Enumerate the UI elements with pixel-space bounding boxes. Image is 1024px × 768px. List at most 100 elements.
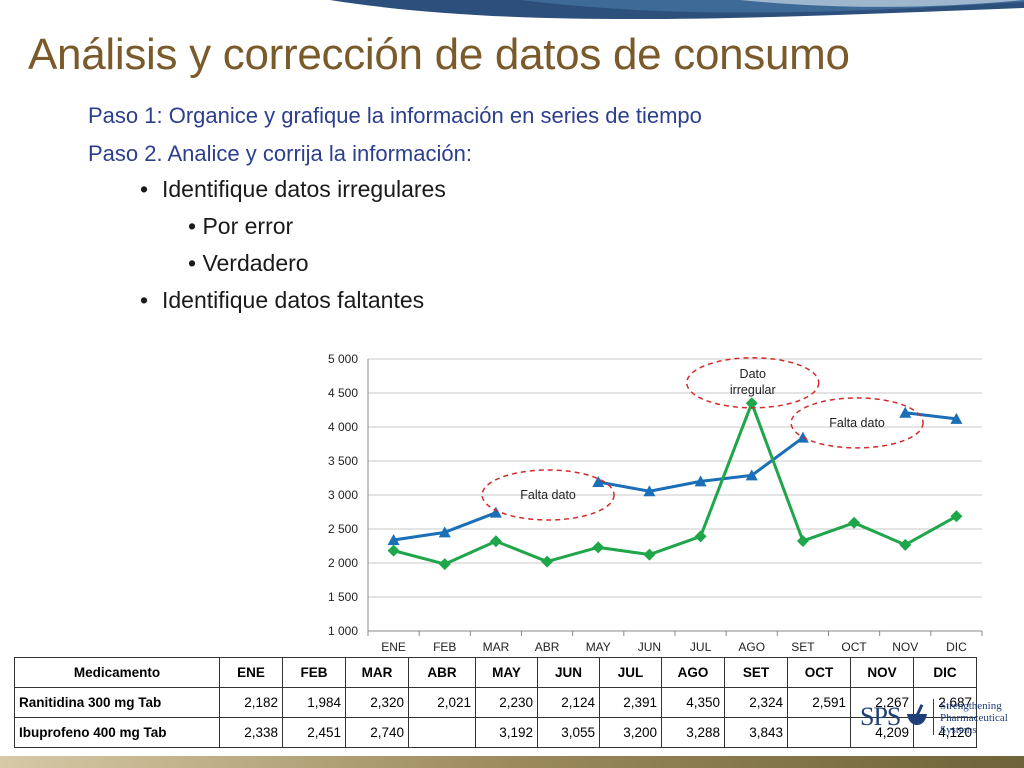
column-header-medicamento: Medicamento — [14, 657, 220, 688]
table-header-row: Medicamento ENE FEB MAR ABR MAY JUN JUL AGO SET OC… — [14, 657, 977, 688]
data-point-diamond — [848, 516, 861, 529]
x-tick-label: JUN — [638, 640, 661, 654]
table-row: Ibuprofeno 400 mg Tab 2,338 2,451 2,740 3,19… — [14, 717, 977, 748]
x-tick-label: AGO — [738, 640, 765, 654]
consumption-data-table: Medicamento ENE FEB MAR ABR MAY JUN JUL AGO SET OC… — [14, 657, 977, 748]
annotation-label: Falta dato — [520, 488, 576, 502]
table-cell: 2,338 — [219, 717, 283, 748]
table-cell: 2,740 — [345, 717, 409, 748]
logo-line-1: Strengthening — [940, 700, 1002, 712]
logo-name: Strengthening Pharmaceutical Systems — [940, 700, 1008, 736]
column-header-month: ABR — [408, 657, 476, 688]
x-tick-label: ABR — [535, 640, 560, 654]
annotation-ellipse — [481, 469, 615, 521]
column-header-month: JUL — [599, 657, 662, 688]
x-tick-label: ENE — [381, 640, 406, 654]
x-tick-label: JUL — [690, 640, 712, 654]
data-point-triangle — [489, 506, 502, 518]
data-point-diamond — [438, 558, 451, 571]
data-point-triangle — [592, 475, 605, 487]
mortar-pestle-icon — [907, 704, 927, 725]
table-cell: 2,391 — [599, 687, 662, 718]
table-cell: 2,324 — [724, 687, 788, 718]
series-line — [905, 411, 957, 421]
annotation-ellipse — [790, 397, 924, 449]
annotation-label: Falta dato — [829, 416, 885, 430]
column-header-month: ENE — [219, 657, 283, 688]
y-tick-label: 5 000 — [328, 352, 358, 366]
table-cell: 4,120 — [913, 717, 977, 748]
column-header-month: JUN — [537, 657, 600, 688]
table-cell: 2,591 — [787, 687, 851, 718]
data-point-triangle — [387, 534, 400, 546]
table-cell — [787, 717, 851, 748]
table-cell: 3,843 — [724, 717, 788, 748]
column-header-month: MAR — [345, 657, 409, 688]
data-point-triangle — [950, 412, 963, 424]
bullet-list: Paso 1: Organice y grafique la informaci… — [0, 0, 1024, 330]
bullet-glyph: • — [140, 287, 149, 313]
y-tick-label: 4 500 — [328, 386, 358, 400]
table-cell: 2,451 — [282, 717, 346, 748]
y-tick-label: 1 000 — [328, 624, 358, 638]
data-point-diamond — [745, 397, 758, 410]
table-cell: 2,182 — [219, 687, 283, 718]
table-body: Ranitidina 300 mg Tab 2,182 1,984 2,320 2,02… — [14, 687, 977, 748]
column-header-month: DIC — [913, 657, 977, 688]
data-point-diamond — [387, 544, 400, 557]
table-row: Ranitidina 300 mg Tab 2,182 1,984 2,320 2,02… — [14, 687, 977, 718]
column-header-month: NOV — [850, 657, 914, 688]
data-point-triangle — [745, 469, 758, 481]
x-tick-label: OCT — [841, 640, 867, 654]
y-tick-label: 2 500 — [328, 522, 358, 536]
data-point-diamond — [899, 538, 912, 551]
data-point-diamond — [643, 548, 656, 561]
bullet-glyph: • — [140, 176, 149, 202]
table-cell: 2,267 — [850, 687, 914, 718]
bullet-irregular-data: Identifique datos irregulares — [162, 176, 446, 202]
data-point-diamond — [796, 534, 809, 547]
step-1-text: Paso 1: Organice y grafique la informaci… — [88, 103, 702, 128]
x-tick-label: SET — [791, 640, 815, 654]
bullet-missing-data: Identifique datos faltantes — [162, 287, 425, 313]
logo-line-3: Systems — [940, 724, 977, 736]
row-label: Ibuprofeno 400 mg Tab — [14, 717, 220, 748]
x-tick-label: NOV — [892, 640, 918, 654]
x-tick-label: DIC — [946, 640, 967, 654]
table-cell: 2,687 — [913, 687, 977, 718]
table-cell: 3,288 — [661, 717, 725, 748]
data-point-diamond — [489, 535, 502, 548]
table-cell: 4,209 — [850, 717, 914, 748]
table-cell: 2,124 — [537, 687, 600, 718]
column-header-month: FEB — [282, 657, 346, 688]
logo-line-2: Pharmaceutical — [940, 712, 1008, 724]
table-cell: 2,230 — [475, 687, 538, 718]
subbullet-true: • Verdadero — [188, 250, 309, 276]
data-point-diamond — [694, 530, 707, 543]
table-cell: 1,984 — [282, 687, 346, 718]
logo-abbreviation: SPS — [860, 702, 901, 731]
annotation-ellipse — [686, 357, 820, 409]
y-tick-label: 3 500 — [328, 454, 358, 468]
data-point-triangle — [438, 526, 451, 538]
step-2-text: Paso 2. Analice y corrija la información… — [88, 141, 472, 166]
x-tick-label: FEB — [433, 640, 456, 654]
table-cell — [408, 717, 476, 748]
table-cell: 3,192 — [475, 717, 538, 748]
y-tick-label: 4 000 — [328, 420, 358, 434]
data-point-triangle — [694, 475, 707, 487]
data-point-triangle — [643, 485, 656, 497]
table-cell: 3,055 — [537, 717, 600, 748]
data-point-diamond — [541, 555, 554, 568]
sps-logo: SPS Strengthening Pharmaceutical Systems — [860, 696, 1010, 740]
y-tick-label: 1 500 — [328, 590, 358, 604]
column-header-month: SET — [724, 657, 788, 688]
column-header-month: AGO — [661, 657, 725, 688]
table-cell: 4,350 — [661, 687, 725, 718]
bottom-decoration-bar — [0, 756, 1024, 768]
x-tick-label: MAR — [483, 640, 510, 654]
y-tick-label: 2 000 — [328, 556, 358, 570]
table-cell: 2,320 — [345, 687, 409, 718]
annotation-label: Dato irregular — [730, 367, 776, 397]
y-tick-label: 3 000 — [328, 488, 358, 502]
